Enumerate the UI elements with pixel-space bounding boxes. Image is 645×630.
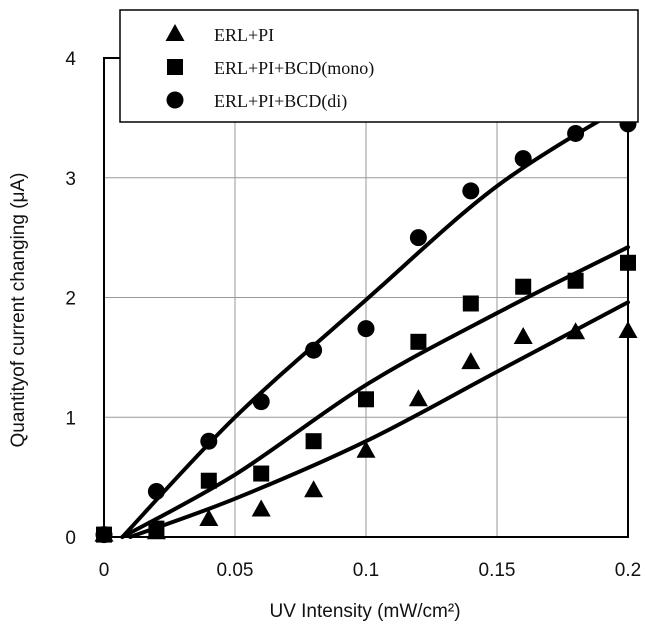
legend-box (119, 9, 639, 123)
data-point-circle (95, 526, 113, 544)
y-tick-label: 0 (65, 528, 76, 549)
x-tick-label: 0.2 (615, 560, 641, 581)
data-point-square (305, 433, 322, 450)
data-point-circle (514, 150, 532, 168)
legend: ERL+PI ERL+PI+BCD(mono) ERL+PI+BCD(di) (119, 9, 639, 123)
legend-marker-circle (166, 91, 184, 109)
fit-line-series-1 (128, 300, 630, 539)
data-point-circle (200, 432, 218, 450)
legend-label: ERL+PI+BCD(mono) (214, 58, 374, 79)
legend-marker-triangle (165, 24, 185, 41)
data-point-square (358, 391, 374, 408)
x-tick-label: 0.15 (479, 560, 516, 581)
data-point-triangle (251, 499, 271, 517)
data-point-square (200, 472, 217, 489)
y-tick-label: 1 (65, 408, 76, 429)
data-point-circle (252, 393, 270, 411)
data-point-square (620, 254, 636, 271)
legend-marker-square (167, 59, 183, 75)
data-point-square (567, 272, 584, 289)
data-point-circle (305, 341, 323, 359)
x-tick-labels: 0 0.05 0.1 0.15 0.2 (99, 560, 642, 581)
data-point-triangle (461, 352, 481, 370)
y-tick-label: 3 (65, 169, 76, 190)
data-point-circle (567, 124, 585, 142)
data-point-triangle (513, 327, 533, 345)
data-markers (94, 115, 638, 544)
y-tick-labels: 0 1 2 3 4 (65, 49, 76, 549)
y-tick-label: 4 (65, 49, 76, 70)
y-tick-label: 2 (65, 289, 76, 310)
data-point-square (515, 278, 532, 295)
data-point-circle (462, 182, 480, 200)
legend-label: ERL+PI+BCD(di) (214, 91, 347, 112)
x-tick-label: 0.05 (217, 560, 254, 581)
data-point-square (148, 520, 165, 537)
data-point-triangle (356, 440, 376, 458)
data-point-triangle (304, 480, 324, 498)
data-point-triangle (566, 322, 586, 340)
x-axis-label: UV Intensity (mW/cm²) (269, 601, 460, 622)
fit-line-series-3 (120, 101, 630, 539)
data-point-circle (147, 482, 165, 500)
data-point-square (253, 465, 270, 482)
data-point-triangle (199, 509, 219, 527)
y-axis-label: Quantityof current changing (μA) (8, 173, 29, 448)
fit-line-series-2 (120, 245, 630, 539)
x-tick-label: 0.1 (353, 560, 379, 581)
data-point-square (410, 333, 427, 350)
data-point-triangle (618, 321, 638, 339)
legend-label: ERL+PI (214, 25, 274, 45)
data-point-triangle (408, 389, 428, 407)
data-point-circle (357, 320, 375, 338)
fit-lines (120, 101, 630, 539)
x-tick-label: 0 (99, 560, 110, 581)
data-point-circle (409, 229, 427, 247)
data-point-square (462, 295, 479, 312)
